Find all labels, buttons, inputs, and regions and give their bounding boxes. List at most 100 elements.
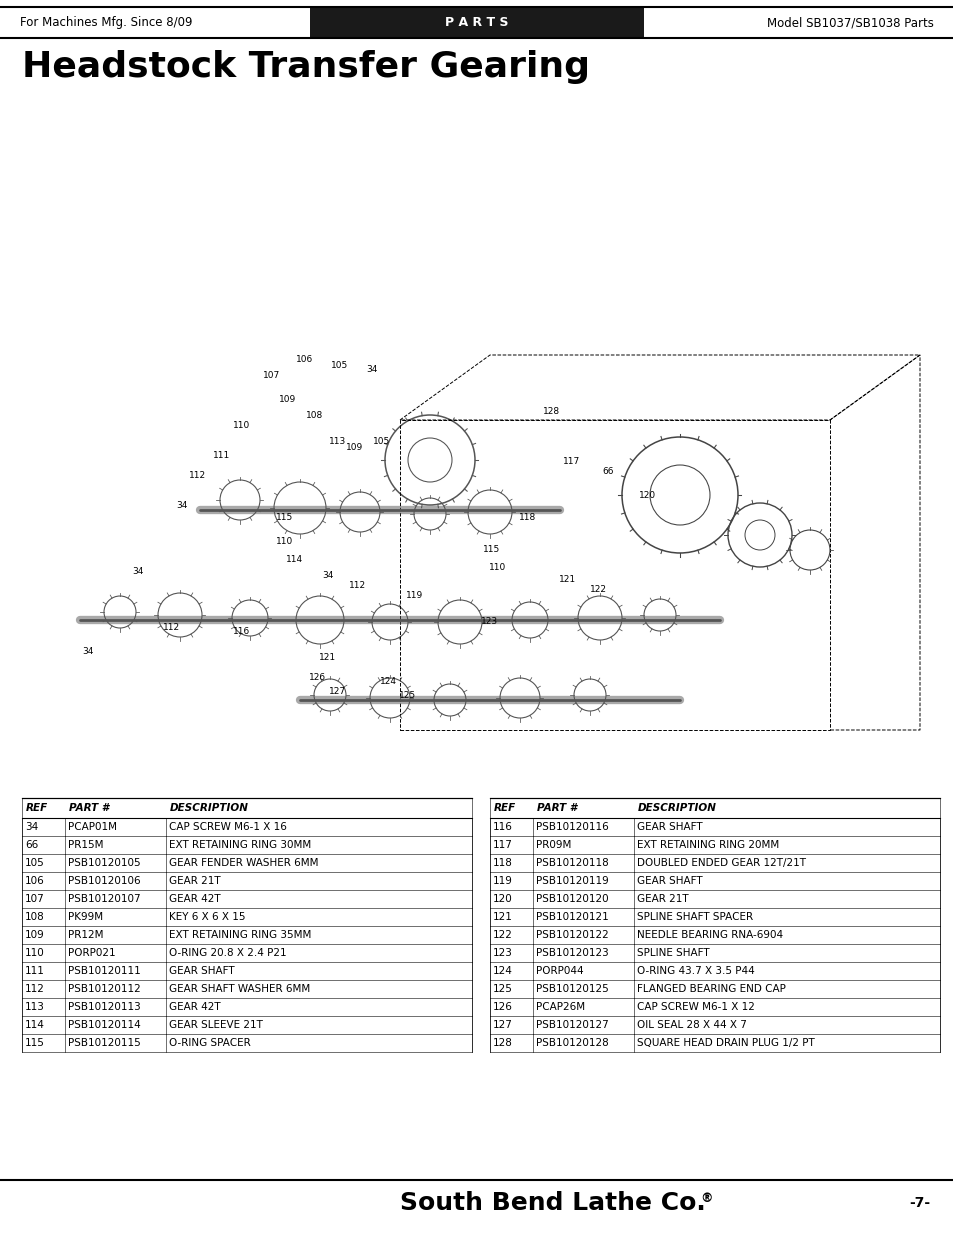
Text: 112: 112 bbox=[190, 471, 207, 479]
Text: 121: 121 bbox=[319, 653, 336, 662]
Bar bbox=[310, 7, 643, 38]
Text: PCAP01M: PCAP01M bbox=[68, 823, 116, 832]
Text: 105: 105 bbox=[25, 858, 45, 868]
Text: 114: 114 bbox=[25, 1020, 45, 1030]
Text: EXT RETAINING RING 20MM: EXT RETAINING RING 20MM bbox=[637, 840, 779, 850]
Text: 125: 125 bbox=[399, 690, 416, 699]
Text: PSB10120114: PSB10120114 bbox=[68, 1020, 140, 1030]
Text: 111: 111 bbox=[25, 966, 45, 976]
Text: 115: 115 bbox=[276, 514, 294, 522]
Text: 118: 118 bbox=[493, 858, 513, 868]
Text: PSB10120113: PSB10120113 bbox=[68, 1002, 140, 1011]
Text: GEAR SHAFT: GEAR SHAFT bbox=[637, 876, 702, 885]
Text: 34: 34 bbox=[366, 366, 377, 374]
Text: 115: 115 bbox=[25, 1037, 45, 1049]
Text: 115: 115 bbox=[483, 546, 500, 555]
Text: GEAR FENDER WASHER 6MM: GEAR FENDER WASHER 6MM bbox=[169, 858, 318, 868]
Text: PSB10120122: PSB10120122 bbox=[536, 930, 608, 940]
Text: 108: 108 bbox=[25, 911, 45, 923]
Text: REF: REF bbox=[26, 803, 49, 813]
Text: EXT RETAINING RING 35MM: EXT RETAINING RING 35MM bbox=[169, 930, 311, 940]
Text: 122: 122 bbox=[589, 585, 606, 594]
Text: PSB10120123: PSB10120123 bbox=[536, 948, 608, 958]
Text: PR09M: PR09M bbox=[536, 840, 571, 850]
Text: 118: 118 bbox=[518, 514, 536, 522]
Text: SPLINE SHAFT: SPLINE SHAFT bbox=[637, 948, 709, 958]
Text: 120: 120 bbox=[493, 894, 512, 904]
Text: PSB10120111: PSB10120111 bbox=[68, 966, 140, 976]
Text: 110: 110 bbox=[489, 563, 506, 573]
Text: PSB10120106: PSB10120106 bbox=[68, 876, 140, 885]
Text: Model SB1037/SB1038 Parts: Model SB1037/SB1038 Parts bbox=[766, 16, 933, 28]
Text: ®: ® bbox=[700, 1193, 712, 1205]
Text: CAP SCREW M6-1 X 16: CAP SCREW M6-1 X 16 bbox=[169, 823, 287, 832]
Text: 110: 110 bbox=[276, 537, 294, 547]
Text: PSB10120116: PSB10120116 bbox=[536, 823, 608, 832]
Text: 117: 117 bbox=[493, 840, 513, 850]
Text: PSB10120118: PSB10120118 bbox=[536, 858, 608, 868]
Text: 112: 112 bbox=[25, 984, 45, 994]
Text: 109: 109 bbox=[346, 443, 363, 452]
Text: PSB10120128: PSB10120128 bbox=[536, 1037, 608, 1049]
Text: PSB10120125: PSB10120125 bbox=[536, 984, 608, 994]
Text: 107: 107 bbox=[25, 894, 45, 904]
Text: PK99M: PK99M bbox=[68, 911, 103, 923]
Text: 124: 124 bbox=[493, 966, 513, 976]
Text: PART #: PART # bbox=[69, 803, 109, 813]
Text: 116: 116 bbox=[233, 627, 251, 636]
Text: PORP044: PORP044 bbox=[536, 966, 583, 976]
Text: GEAR SHAFT: GEAR SHAFT bbox=[637, 823, 702, 832]
Text: 120: 120 bbox=[639, 490, 656, 499]
Text: 109: 109 bbox=[279, 395, 296, 405]
Text: DOUBLED ENDED GEAR 12T/21T: DOUBLED ENDED GEAR 12T/21T bbox=[637, 858, 805, 868]
Text: O-RING SPACER: O-RING SPACER bbox=[169, 1037, 251, 1049]
Text: 108: 108 bbox=[306, 410, 323, 420]
Text: -7-: -7- bbox=[908, 1195, 929, 1210]
Text: 122: 122 bbox=[493, 930, 513, 940]
Text: NEEDLE BEARING RNA-6904: NEEDLE BEARING RNA-6904 bbox=[637, 930, 782, 940]
Text: 34: 34 bbox=[132, 568, 144, 577]
Text: 124: 124 bbox=[379, 678, 396, 687]
Text: 34: 34 bbox=[25, 823, 38, 832]
Text: GEAR 21T: GEAR 21T bbox=[637, 894, 688, 904]
Text: 66: 66 bbox=[601, 468, 613, 477]
Text: 66: 66 bbox=[25, 840, 38, 850]
Text: 114: 114 bbox=[286, 556, 303, 564]
Text: 106: 106 bbox=[296, 356, 314, 364]
Text: 109: 109 bbox=[25, 930, 45, 940]
Text: PSB10120112: PSB10120112 bbox=[68, 984, 140, 994]
Text: PR15M: PR15M bbox=[68, 840, 103, 850]
Text: O-RING 43.7 X 3.5 P44: O-RING 43.7 X 3.5 P44 bbox=[637, 966, 754, 976]
Text: PSB10120107: PSB10120107 bbox=[68, 894, 140, 904]
Text: 112: 112 bbox=[163, 624, 180, 632]
Text: 128: 128 bbox=[543, 408, 560, 416]
Text: For Machines Mfg. Since 8/09: For Machines Mfg. Since 8/09 bbox=[20, 16, 193, 28]
Text: 127: 127 bbox=[329, 688, 346, 697]
Text: DESCRIPTION: DESCRIPTION bbox=[638, 803, 716, 813]
Text: 123: 123 bbox=[493, 948, 513, 958]
Text: 119: 119 bbox=[493, 876, 513, 885]
Text: FLANGED BEARING END CAP: FLANGED BEARING END CAP bbox=[637, 984, 785, 994]
Text: PSB10120119: PSB10120119 bbox=[536, 876, 608, 885]
Text: PSB10120105: PSB10120105 bbox=[68, 858, 140, 868]
Text: SPLINE SHAFT SPACER: SPLINE SHAFT SPACER bbox=[637, 911, 752, 923]
Text: 123: 123 bbox=[481, 618, 498, 626]
Text: PSB10120120: PSB10120120 bbox=[536, 894, 608, 904]
Text: PSB10120127: PSB10120127 bbox=[536, 1020, 608, 1030]
Text: South Bend Lathe Co.: South Bend Lathe Co. bbox=[399, 1191, 705, 1215]
Text: 117: 117 bbox=[563, 457, 580, 467]
Text: EXT RETAINING RING 30MM: EXT RETAINING RING 30MM bbox=[169, 840, 311, 850]
Text: GEAR 21T: GEAR 21T bbox=[169, 876, 220, 885]
Text: GEAR SHAFT: GEAR SHAFT bbox=[169, 966, 234, 976]
Text: 105: 105 bbox=[331, 361, 348, 369]
Text: PSB10120121: PSB10120121 bbox=[536, 911, 608, 923]
Text: 105: 105 bbox=[373, 437, 390, 447]
Text: PSB10120115: PSB10120115 bbox=[68, 1037, 140, 1049]
Text: 125: 125 bbox=[493, 984, 513, 994]
Text: SQUARE HEAD DRAIN PLUG 1/2 PT: SQUARE HEAD DRAIN PLUG 1/2 PT bbox=[637, 1037, 814, 1049]
Text: 107: 107 bbox=[263, 370, 280, 379]
Text: GEAR 42T: GEAR 42T bbox=[169, 1002, 220, 1011]
Text: REF: REF bbox=[494, 803, 516, 813]
Text: PCAP26M: PCAP26M bbox=[536, 1002, 584, 1011]
Text: 106: 106 bbox=[25, 876, 45, 885]
